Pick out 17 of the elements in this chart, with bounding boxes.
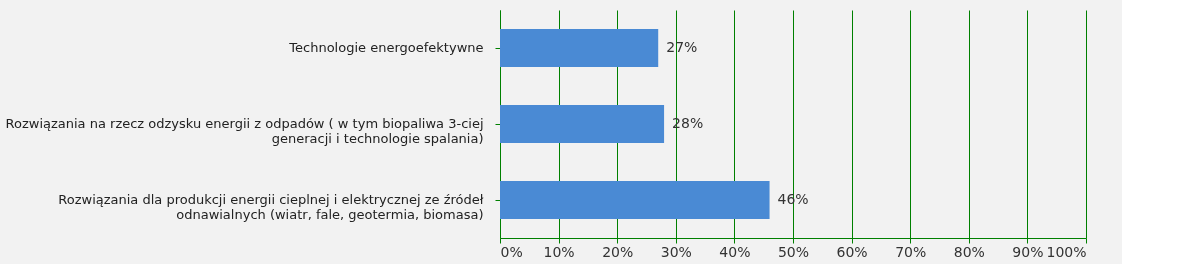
x-tick-label: 0% — [500, 243, 523, 260]
y-tick-label: Rozwiązania na rzecz odzysku energii z odpadów ( w tym biopaliwa 3-ciej generacji i technologie spalania) — [5, 116, 484, 146]
bar — [500, 181, 770, 219]
x-tick-label: 70% — [895, 243, 927, 260]
x-tick-label: 80% — [953, 243, 985, 260]
bar — [500, 29, 659, 67]
x-tick-label: 20% — [602, 243, 634, 260]
x-tick-label: 100% — [1046, 243, 1087, 260]
x-tick-label: 10% — [543, 243, 575, 260]
x-tick-label: 30% — [660, 243, 692, 260]
x-tick-label: 40% — [719, 243, 751, 260]
x-tick-label: 50% — [777, 243, 810, 260]
y-tick-label: Technologie energoefektywne — [288, 40, 484, 55]
y-tick-label: Rozwiązania dla produkcji energii cieplnej i elektrycznej ze źródeł odnawialnych (wiatr, fale, geotermia, biomasa) — [58, 192, 484, 222]
x-tick-label: 90% — [1012, 243, 1044, 260]
bar — [500, 105, 665, 143]
x-tick-label: 60% — [836, 243, 868, 260]
